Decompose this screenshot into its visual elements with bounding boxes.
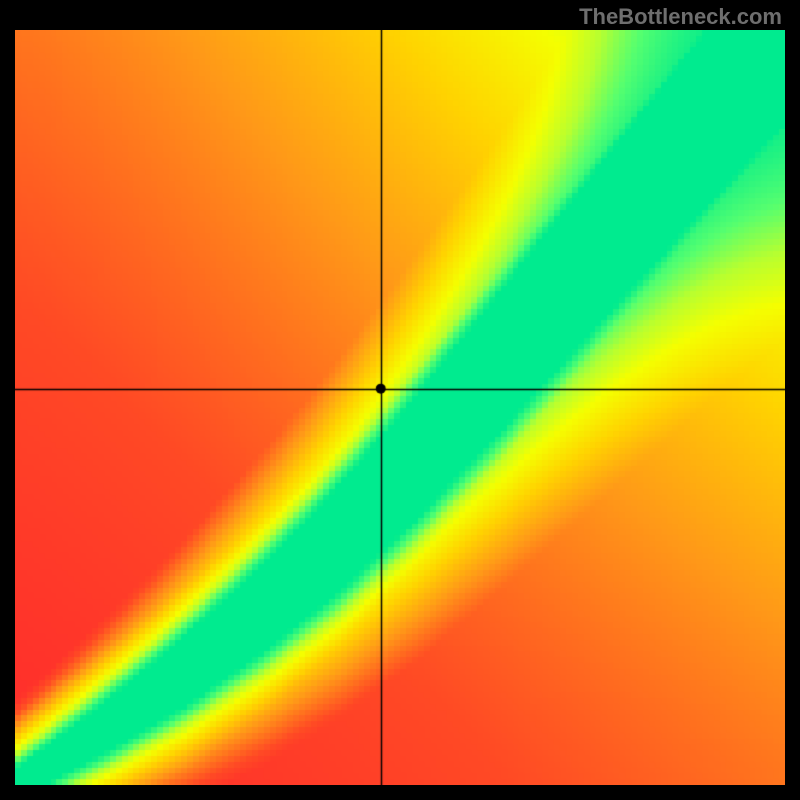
chart-container: { "watermark": { "text": "TheBottleneck.… [0,0,800,800]
heatmap-plot [15,30,785,785]
watermark-text: TheBottleneck.com [579,4,782,30]
